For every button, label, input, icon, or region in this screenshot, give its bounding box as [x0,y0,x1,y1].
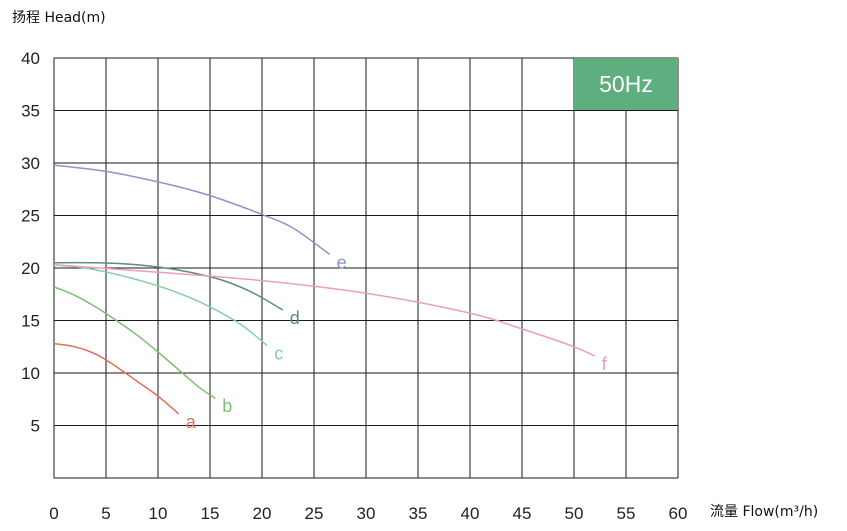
x-tick-label: 60 [669,504,688,523]
series-line-b [53,286,216,399]
x-tick-label: 15 [201,504,220,523]
x-tick-label: 0 [49,504,58,523]
series-line-c [53,264,268,347]
y-tick-label: 15 [21,312,40,331]
y-axis-title: 扬程 Head(m) [12,10,106,26]
series-label-b: b [222,396,232,416]
y-tick-label: 35 [21,102,40,121]
x-tick-label: 25 [305,504,324,523]
series-labels: a b cd e f [186,252,608,432]
x-tick-label: 50 [565,504,584,523]
x-axis-title: 流量 Flow(m³/h) [710,504,818,520]
x-tick-label: 5 [101,504,110,523]
x-tick-label: 45 [513,504,532,523]
series-label-a: a [186,412,197,432]
series-label-e: e [337,252,347,272]
series-line-e [53,164,331,256]
series-label-c: c [274,344,283,364]
x-tick-label: 55 [617,504,636,523]
x-tick-label: 35 [409,504,428,523]
series-line-d [53,261,284,311]
x-tick-label: 20 [253,504,272,523]
frequency-badge [574,58,678,110]
y-tick-label: 30 [21,154,40,173]
y-tick-label: 10 [21,364,40,383]
series-label-d: d [290,308,300,328]
series-line-a [53,342,180,415]
y-tick-label: 5 [31,417,40,436]
x-tick-label: 40 [461,504,480,523]
grid [53,57,679,479]
series-group [53,164,596,415]
series-line-f [53,264,596,357]
x-tick-label: 30 [357,504,376,523]
y-tick-label: 20 [21,259,40,278]
frequency-badge-label: 50Hz [599,71,653,97]
axis-ticks: 0 5 10 15 20 25 30 35 40 45 50 55 60 5 10 15 20 25 30 35 40 [21,49,687,523]
series-label-f: f [602,354,608,374]
y-tick-label: 25 [21,207,40,226]
x-tick-label: 10 [149,504,168,523]
y-tick-label: 40 [21,49,40,68]
